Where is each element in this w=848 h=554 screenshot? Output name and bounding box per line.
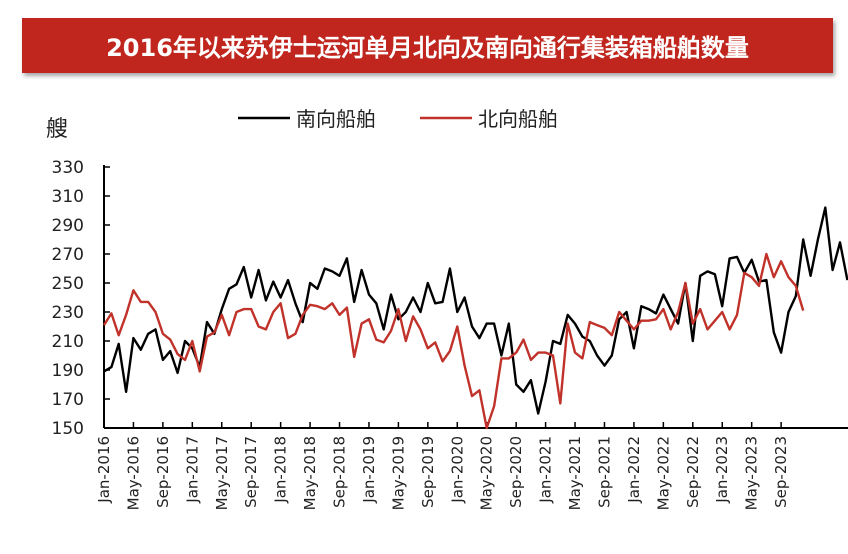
y-tick-label: 170 — [52, 390, 84, 410]
series-line-south — [103, 206, 848, 415]
legend-label-north: 北向船舶 — [478, 107, 558, 131]
x-tick-label: Sep-2016 — [154, 436, 172, 508]
x-tick-label: Jan-2017 — [183, 436, 201, 504]
y-axis-label: 艘 — [46, 117, 68, 142]
series-lines — [102, 206, 848, 430]
x-tick-label: Jan-2019 — [360, 436, 378, 504]
x-tick-label: May-2017 — [213, 436, 231, 510]
x-tick-label: Sep-2017 — [242, 436, 260, 508]
x-tick-label: Sep-2020 — [507, 436, 525, 508]
x-tick-label: May-2023 — [743, 436, 761, 510]
y-tick-label: 330 — [52, 158, 84, 178]
x-tick-label: May-2021 — [566, 436, 584, 510]
x-tick-label: May-2018 — [301, 436, 319, 510]
x-tick-label: Jan-2022 — [625, 436, 643, 504]
axes: 150 170 190 210 230 250 270 290 310 330 Jan-2016 Ma… — [52, 158, 848, 510]
y-tick-label: 230 — [52, 303, 84, 323]
y-tick-label: 210 — [52, 332, 84, 352]
x-tick-label: Sep-2021 — [595, 436, 613, 508]
x-tick-label: Sep-2023 — [772, 436, 790, 508]
chart-title: 2016年以来苏伊士运河单月北向及南向通行集装箱船舶数量 — [22, 18, 833, 73]
y-tick-label: 290 — [52, 216, 84, 236]
x-tick-label: Jan-2020 — [448, 436, 466, 504]
legend: 南向船舶 北向船舶 — [238, 107, 558, 131]
x-tick-label: Sep-2018 — [331, 436, 349, 508]
y-tick-label: 270 — [52, 245, 84, 265]
series-line-north — [102, 252, 805, 430]
x-tick-label: May-2022 — [654, 436, 672, 510]
x-tick-label: Jan-2016 — [95, 436, 113, 504]
x-tick-label: Jan-2023 — [713, 436, 731, 504]
y-tick-label: 190 — [52, 361, 84, 381]
x-tick-label: May-2019 — [389, 436, 407, 510]
x-tick-label: Sep-2022 — [684, 436, 702, 508]
legend-label-south: 南向船舶 — [296, 107, 376, 131]
x-tick-label: Jan-2018 — [272, 436, 290, 504]
x-tick-label: Sep-2019 — [419, 436, 437, 508]
y-tick-label: 250 — [52, 274, 84, 294]
x-tick-label: Jan-2021 — [537, 436, 555, 504]
y-tick-label: 310 — [52, 187, 84, 207]
x-tick-label: May-2016 — [124, 436, 142, 510]
y-tick-label: 150 — [52, 419, 84, 439]
x-tick-label: May-2020 — [478, 436, 496, 510]
